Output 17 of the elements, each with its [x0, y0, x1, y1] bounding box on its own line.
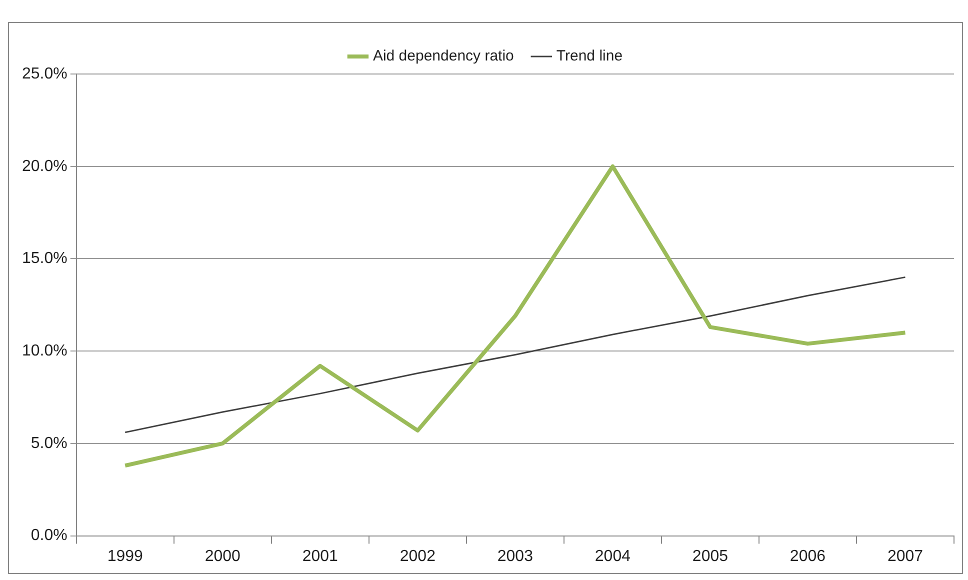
x-tick-label: 1999: [107, 548, 144, 565]
y-tick-label: 15.0%: [22, 250, 68, 268]
legend-label: Trend line: [556, 48, 623, 65]
y-tick-label: 10.0%: [22, 342, 68, 360]
y-tick-label: 20.0%: [22, 158, 68, 175]
x-tick-label: 2001: [302, 548, 338, 565]
x-tick-label: 2003: [497, 548, 534, 565]
x-tick-label: 2007: [887, 548, 924, 565]
legend-label: Aid dependency ratio: [372, 48, 514, 65]
x-tick-label: 2006: [790, 548, 826, 565]
x-tick-label: 2000: [204, 548, 241, 565]
x-tick-label: 2005: [692, 548, 728, 565]
x-tick-label: 2002: [400, 548, 436, 565]
x-tick-label: 2004: [594, 548, 631, 565]
y-tick-label: 0.0%: [30, 527, 68, 544]
y-tick-label: 5.0%: [30, 434, 68, 452]
y-tick-label: 25.0%: [22, 65, 68, 82]
